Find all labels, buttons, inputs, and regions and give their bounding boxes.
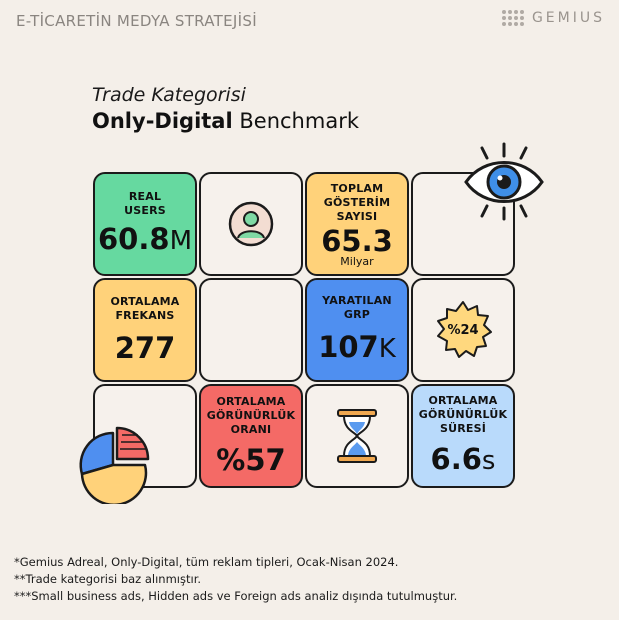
tile-badge: %24	[411, 278, 515, 382]
tile-impressions: TOPLAM GÖSTERİM SAYISI 65.3 Milyar	[305, 172, 409, 276]
tile-value: %57	[216, 443, 286, 477]
tile-unit: s	[481, 446, 496, 476]
tile-value: 107K	[318, 330, 396, 364]
tile-grp: YARATILAN GRP 107K	[305, 278, 409, 382]
brand-dots-icon	[501, 10, 524, 26]
brand-logo: GEMIUS	[501, 10, 605, 26]
pie-chart-icon	[79, 426, 150, 504]
tile-unit: K	[378, 334, 396, 364]
tile-frequency: ORTALAMA FREKANS 277	[93, 278, 197, 382]
tile-label: ORTALAMA FREKANS	[110, 295, 180, 322]
hourglass-icon	[337, 409, 377, 463]
badge-star-icon: %24	[432, 299, 494, 361]
user-avatar-icon	[228, 201, 274, 247]
tile-value: 65.3	[321, 223, 393, 258]
tile-label: YARATILAN GRP	[322, 294, 392, 321]
page-header-title: E-TİCARETİN MEDYA STRATEJİSİ	[16, 12, 257, 30]
heading-category: Trade Kategorisi	[92, 84, 246, 106]
footnote-1: *Gemius Adreal, Only-Digital, tüm reklam…	[14, 555, 399, 569]
footnote-3: ***Small business ads, Hidden ads ve For…	[14, 589, 458, 603]
heading-bold: Only-Digital	[92, 109, 233, 133]
eye-icon	[464, 142, 544, 221]
tile-value: 60.8M	[98, 222, 192, 256]
heading: Trade Kategorisi Only-Digital Benchmark	[92, 84, 359, 133]
tile-visibility-rate: ORTALAMA GÖRÜNÜRLÜK ORANI %57	[199, 384, 303, 488]
tile-label: ORTALAMA GÖRÜNÜRLÜK ORANI	[206, 395, 296, 436]
tile-avatar	[199, 172, 303, 276]
tile-unit: M	[169, 226, 192, 256]
heading-rest: Benchmark	[239, 109, 359, 133]
tile-value: 277	[114, 331, 176, 365]
tile-label: REAL USERS	[124, 190, 166, 217]
badge-value: %24	[447, 322, 479, 338]
tile-visibility-duration: ORTALAMA GÖRÜNÜRLÜK SÜRESİ 6.6s	[411, 384, 515, 488]
tile-sub: Milyar	[340, 254, 374, 268]
heading-subtitle: Only-Digital Benchmark	[92, 109, 359, 133]
tile-label: TOPLAM GÖSTERİM SAYISI	[323, 181, 391, 223]
tile-real-users: REAL USERS 60.8M	[93, 172, 197, 276]
tile-empty-2	[199, 278, 303, 382]
footnotes: *Gemius Adreal, Only-Digital, tüm reklam…	[14, 554, 457, 605]
tile-label: ORTALAMA GÖRÜNÜRLÜK SÜRESİ	[418, 394, 508, 435]
tile-value: 6.6s	[430, 442, 496, 476]
tile-hourglass	[305, 384, 409, 488]
footnote-2: **Trade kategorisi baz alınmıştır.	[14, 572, 202, 586]
brand-name: GEMIUS	[531, 10, 605, 26]
